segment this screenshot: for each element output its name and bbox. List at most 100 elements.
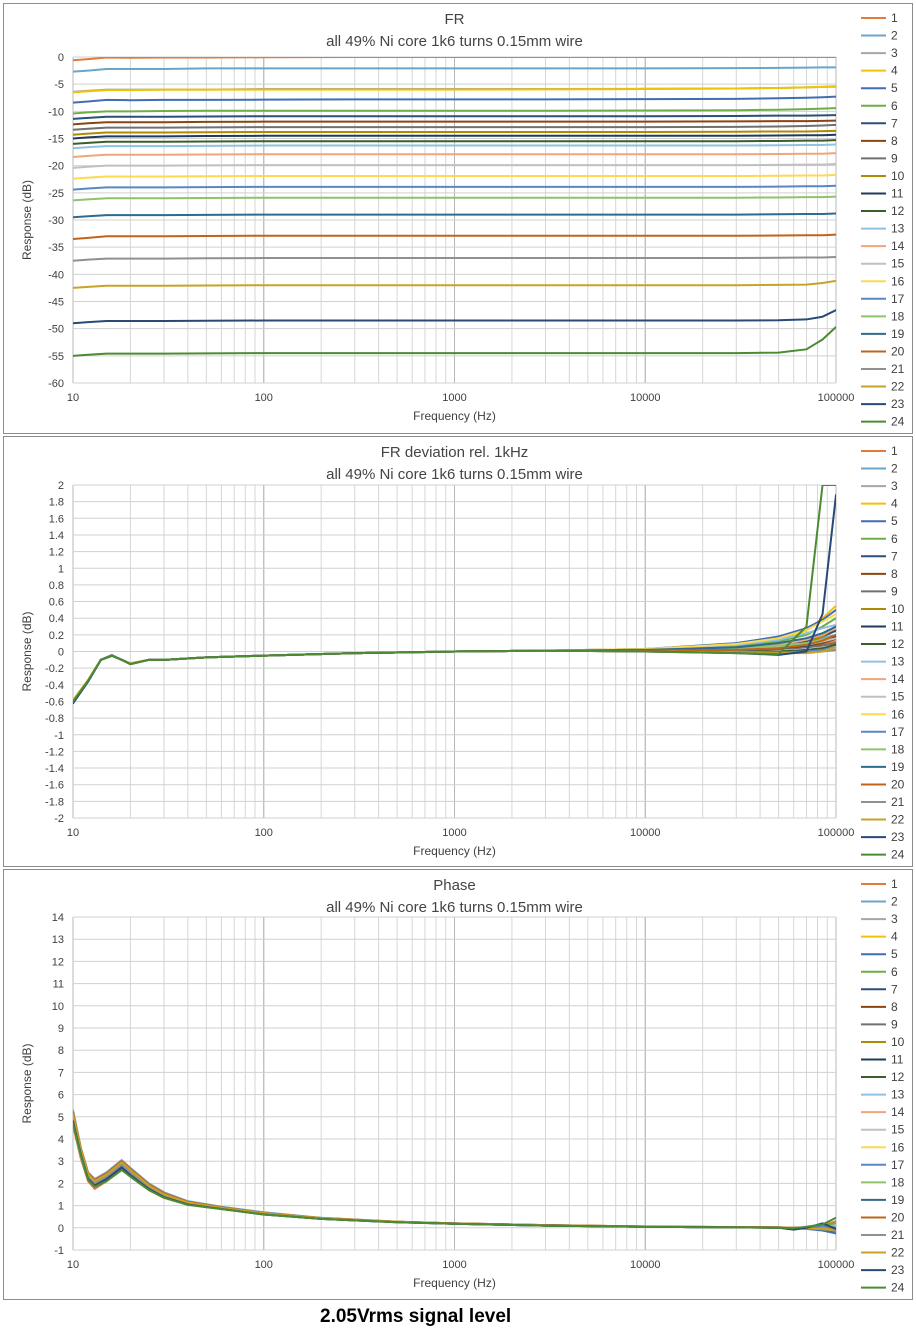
y-tick-label: 9 <box>58 1023 64 1035</box>
y-tick-label: 0.6 <box>49 597 64 609</box>
y-tick-label: 6 <box>58 1090 64 1102</box>
legend-label: 6 <box>891 965 898 979</box>
legend-label: 8 <box>891 134 898 148</box>
legend-label: 14 <box>891 1105 905 1119</box>
legend-label: 19 <box>891 1193 905 1207</box>
y-tick-label: 5 <box>58 1112 64 1124</box>
legend-label: 23 <box>891 830 905 844</box>
legend-label: 9 <box>891 1017 898 1031</box>
legend-label: 3 <box>891 912 898 926</box>
chart-subtitle: all 49% Ni core 1k6 turns 0.15mm wire <box>326 466 583 483</box>
y-tick-label: -5 <box>54 79 64 91</box>
legend-label: 15 <box>891 1123 905 1137</box>
legend-label: 20 <box>891 777 905 791</box>
fr-deviation-chart: 2 1.8 1.6 1.4 1.2 1 0.8 0.6 0.4 0.2 0 -0.2 -0.4 -0.6 -… <box>3 436 913 867</box>
phase-chart: 14 13 12 11 10 9 8 7 6 5 4 3 2 1 0 -1 10 100 1000 10000 1000… <box>3 869 913 1300</box>
y-tick-label: 1.4 <box>49 530 64 542</box>
legend-label: 15 <box>891 257 905 271</box>
legend-label: 3 <box>891 479 898 493</box>
legend-label: 21 <box>891 362 905 376</box>
legend-label: 13 <box>891 655 905 669</box>
series-line-18 <box>73 195 836 202</box>
chart-title: FR <box>445 11 465 28</box>
series-line-11 <box>73 133 836 140</box>
legend-label: 12 <box>891 637 905 651</box>
series-line-23 <box>73 309 836 325</box>
legend-label: 10 <box>891 169 905 183</box>
legend-label: 12 <box>891 1070 905 1084</box>
x-tick-label: 100000 <box>818 1259 855 1271</box>
fr-deviation-chart-svg: 2 1.8 1.6 1.4 1.2 1 0.8 0.6 0.4 0.2 0 -0.2 -0.4 -0.6 -… <box>20 444 905 862</box>
series-line-22 <box>73 279 836 289</box>
legend-label: 16 <box>891 1140 905 1154</box>
y-tick-label: 0 <box>58 1223 64 1235</box>
legend-label: 6 <box>891 99 898 113</box>
x-tick-label: 10000 <box>630 827 661 839</box>
legend-label: 20 <box>891 344 905 358</box>
y-tick-label: 1 <box>58 1201 64 1213</box>
y-tick-label: 0.4 <box>49 613 64 625</box>
legend-label: 24 <box>891 848 905 862</box>
fr-chart: 0 -5 -10 -15 -20 -25 -30 -35 -40 -45 -50 -55 -60 10 10… <box>3 3 913 434</box>
legend-label: 22 <box>891 380 905 394</box>
legend-label: 14 <box>891 239 905 253</box>
legend-label: 9 <box>891 151 898 165</box>
legend-label: 15 <box>891 690 905 704</box>
x-tick-label: 1000 <box>442 827 466 839</box>
y-tick-label: 0.8 <box>49 580 64 592</box>
series-lines <box>73 57 836 357</box>
y-tick-label: 1 <box>58 563 64 575</box>
legend-label: 16 <box>891 707 905 721</box>
series-line-21 <box>73 255 836 262</box>
y-tick-label: -55 <box>48 351 64 363</box>
series-line-20 <box>73 233 836 241</box>
y-tick-label: -35 <box>48 242 64 254</box>
legend-label: 19 <box>891 327 905 341</box>
y-tick-label: 12 <box>52 956 64 968</box>
legend-label: 3 <box>891 46 898 60</box>
legend-label: 7 <box>891 549 898 563</box>
x-tick-label: 10 <box>67 827 79 839</box>
series-line-1 <box>73 57 836 62</box>
series-line-16 <box>73 173 836 180</box>
grid <box>72 56 837 384</box>
legend-label: 11 <box>891 620 904 634</box>
y-tick-label: -40 <box>48 269 64 281</box>
series-line-8 <box>73 119 836 126</box>
legend-label: 18 <box>891 742 905 756</box>
legend-label: 17 <box>891 725 905 739</box>
series-line-12 <box>73 139 836 145</box>
legend-label: 1 <box>891 444 898 458</box>
legend-label: 4 <box>891 497 898 511</box>
legend-label: 11 <box>891 187 904 201</box>
legend-label: 17 <box>891 1158 905 1172</box>
signal-level-caption: 2.05Vrms signal level <box>320 1306 512 1327</box>
y-tick-label: 3 <box>58 1156 64 1168</box>
y-tick-label: 7 <box>58 1067 64 1079</box>
legend-label: 13 <box>891 1088 905 1102</box>
legend-label: 12 <box>891 204 905 218</box>
y-tick-label: -60 <box>48 378 64 390</box>
legend-label: 10 <box>891 1035 905 1049</box>
legend-label: 7 <box>891 982 898 996</box>
series-line-13 <box>73 143 836 150</box>
x-tick-label: 10 <box>67 392 79 404</box>
y-tick-label: 1.8 <box>49 497 64 509</box>
legend-label: 18 <box>891 309 905 323</box>
y-tick-label: 1.2 <box>49 547 64 559</box>
legend-label: 5 <box>891 81 898 95</box>
x-tick-label: 100 <box>255 827 273 839</box>
y-tick-label: -1.6 <box>45 780 64 792</box>
legend-label: 24 <box>891 415 905 429</box>
legend-label: 8 <box>891 567 898 581</box>
legend-label: 18 <box>891 1175 905 1189</box>
x-tick-label: 10000 <box>630 1259 661 1271</box>
legend-label: 1 <box>891 877 898 891</box>
y-tick-label: 14 <box>52 912 64 924</box>
legend-label: 20 <box>891 1210 905 1224</box>
legend-label: 7 <box>891 116 898 130</box>
y-tick-label: 2 <box>58 1178 64 1190</box>
legend-label: 21 <box>891 795 905 809</box>
